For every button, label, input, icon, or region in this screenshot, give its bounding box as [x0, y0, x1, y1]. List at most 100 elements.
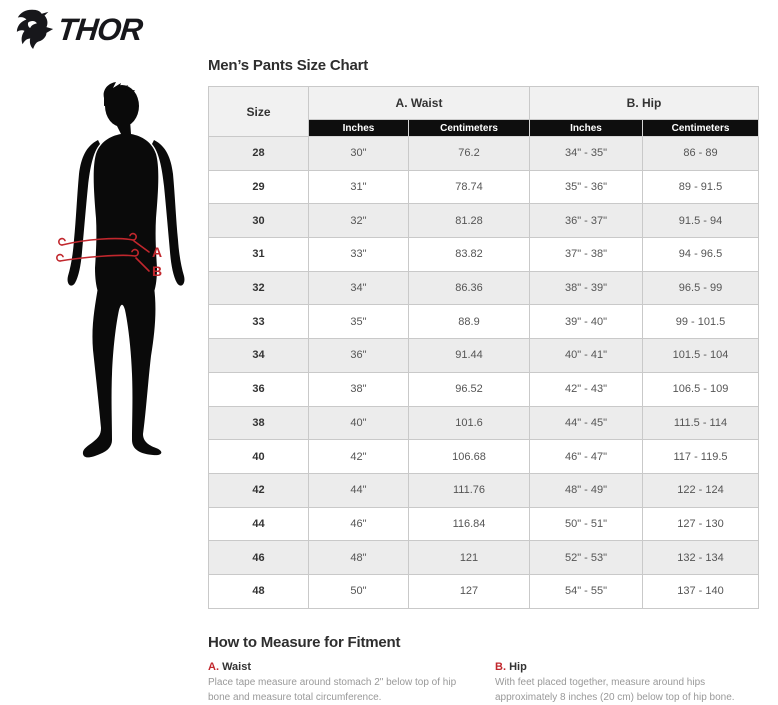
size-table: Size A. Waist B. Hip Inches Centimeters …	[208, 86, 760, 609]
waist-group-header: A. Waist	[308, 86, 530, 120]
size-row-46: 46 48" 121 52" - 53" 132 - 134	[208, 540, 760, 575]
cell-hip_cm: 99 - 101.5	[641, 304, 760, 340]
cell-size: 28	[208, 136, 309, 171]
cell-size: 38	[208, 405, 309, 441]
waist-tape-hook-right	[129, 232, 137, 241]
cell-hip_in: 52" - 53"	[529, 540, 643, 575]
cell-waist_cm: 88.9	[408, 304, 530, 340]
measure-waist-label: A. Waist	[208, 661, 480, 673]
cell-waist_in: 50"	[308, 573, 409, 609]
cell-waist_cm: 83.82	[408, 237, 530, 272]
measurement-overlay	[56, 232, 150, 272]
cell-hip_cm: 86 - 89	[641, 136, 760, 171]
hip-centimeters-header: Centimeters	[641, 119, 760, 137]
cell-waist_in: 44"	[308, 472, 409, 508]
measure-item-waist: A. Waist Place tape measure around stoma…	[208, 661, 480, 705]
size-row-34: 34 36" 91.44 40" - 41" 101.5 - 104	[208, 338, 760, 373]
cell-hip_in: 37" - 38"	[529, 237, 643, 272]
hip-leader-line	[135, 257, 150, 272]
cell-hip_cm: 132 - 134	[641, 540, 760, 575]
cell-waist_in: 46"	[308, 506, 409, 542]
cell-size: 42	[208, 472, 309, 508]
size-row-44: 44 46" 116.84 50" - 51" 127 - 130	[208, 506, 760, 542]
cell-waist_cm: 106.68	[408, 439, 530, 474]
hip-marker-label: B	[152, 263, 162, 279]
cell-waist_cm: 91.44	[408, 338, 530, 373]
cell-hip_cm: 96.5 - 99	[641, 270, 760, 306]
thor-wordmark: THOR	[56, 11, 144, 47]
cell-waist_cm: 111.76	[408, 472, 530, 508]
cell-waist_cm: 101.6	[408, 405, 530, 441]
cell-waist_in: 33"	[308, 237, 409, 272]
thor-logo[interactable]: THOR	[14, 8, 146, 50]
body-silhouette	[67, 82, 185, 458]
cell-hip_cm: 101.5 - 104	[641, 338, 760, 373]
size-row-48: 48 50" 127 54" - 55" 137 - 140	[208, 573, 760, 609]
cell-waist_in: 36"	[308, 338, 409, 373]
hip-tape-hook-left	[56, 253, 64, 262]
cell-hip_cm: 106.5 - 109	[641, 371, 760, 407]
cell-waist_in: 42"	[308, 439, 409, 474]
cell-size: 44	[208, 506, 309, 542]
cell-hip_in: 48" - 49"	[529, 472, 643, 508]
cell-hip_in: 35" - 36"	[529, 169, 643, 205]
size-row-32: 32 34" 86.36 38" - 39" 96.5 - 99	[208, 270, 760, 306]
hip-tape-line	[59, 254, 136, 262]
size-chart-title: Men’s Pants Size Chart	[208, 57, 369, 74]
waist-centimeters-header: Centimeters	[408, 119, 530, 137]
cell-size: 34	[208, 338, 309, 373]
cell-size: 36	[208, 371, 309, 407]
cell-hip_cm: 91.5 - 94	[641, 203, 760, 239]
cell-hip_cm: 122 - 124	[641, 472, 760, 508]
size-row-36: 36 38" 96.52 42" - 43" 106.5 - 109	[208, 371, 760, 407]
cell-waist_cm: 86.36	[408, 270, 530, 306]
cell-waist_in: 32"	[308, 203, 409, 239]
size-row-40: 40 42" 106.68 46" - 47" 117 - 119.5	[208, 439, 760, 474]
hip-group-header: B. Hip	[528, 86, 760, 120]
size-row-28: 28 30" 76.2 34" - 35" 86 - 89	[208, 136, 760, 171]
size-chart-section: Men’s Pants Size Chart Size A. Waist B. …	[208, 57, 760, 609]
waist-leader-line	[133, 240, 150, 253]
how-to-measure-title: How to Measure for Fitment	[208, 634, 401, 651]
cell-waist_in: 48"	[308, 540, 409, 575]
size-column-header: Size	[208, 86, 309, 137]
cell-waist_cm: 116.84	[408, 506, 530, 542]
hip-tape-hook-right	[131, 248, 139, 257]
measure-waist-description: Place tape measure around stomach 2" bel…	[208, 677, 457, 703]
waist-tape-hook-left	[58, 237, 66, 246]
how-to-measure-section: How to Measure for Fitment A. Waist Plac…	[208, 634, 770, 705]
size-row-29: 29 31" 78.74 35" - 36" 89 - 91.5	[208, 169, 760, 205]
cell-waist_cm: 76.2	[408, 136, 530, 171]
measure-waist-name: Waist	[222, 661, 251, 673]
cell-size: 29	[208, 169, 309, 205]
cell-size: 31	[208, 237, 309, 272]
cell-size: 48	[208, 573, 309, 609]
cell-hip_in: 39" - 40"	[529, 304, 643, 340]
cell-hip_in: 50" - 51"	[529, 506, 643, 542]
group-header-row: Size A. Waist B. Hip	[208, 86, 760, 137]
measure-hip-label: B. Hip	[495, 661, 770, 673]
measure-item-hip: B. Hip With feet placed together, measur…	[495, 661, 770, 705]
cell-hip_in: 38" - 39"	[529, 270, 643, 306]
cell-hip_cm: 117 - 119.5	[641, 439, 760, 474]
cell-waist_in: 31"	[308, 169, 409, 205]
cell-waist_cm: 127	[408, 573, 530, 609]
size-row-33: 33 35" 88.9 39" - 40" 99 - 101.5	[208, 304, 760, 340]
cell-waist_in: 38"	[308, 371, 409, 407]
thor-ram-icon	[14, 8, 56, 50]
cell-waist_in: 40"	[308, 405, 409, 441]
cell-size: 40	[208, 439, 309, 474]
cell-waist_cm: 121	[408, 540, 530, 575]
measure-hip-description: With feet placed together, measure aroun…	[495, 677, 735, 703]
measure-hip-name: Hip	[509, 661, 527, 673]
cell-hip_in: 34" - 35"	[529, 136, 643, 171]
cell-hip_cm: 111.5 - 114	[641, 405, 760, 441]
cell-size: 32	[208, 270, 309, 306]
measure-hip-key: B.	[495, 661, 506, 673]
cell-size: 46	[208, 540, 309, 575]
cell-hip_in: 40" - 41"	[529, 338, 643, 373]
cell-hip_in: 46" - 47"	[529, 439, 643, 474]
cell-waist_cm: 78.74	[408, 169, 530, 205]
measure-waist-key: A.	[208, 661, 219, 673]
waist-tape-line	[61, 237, 134, 246]
